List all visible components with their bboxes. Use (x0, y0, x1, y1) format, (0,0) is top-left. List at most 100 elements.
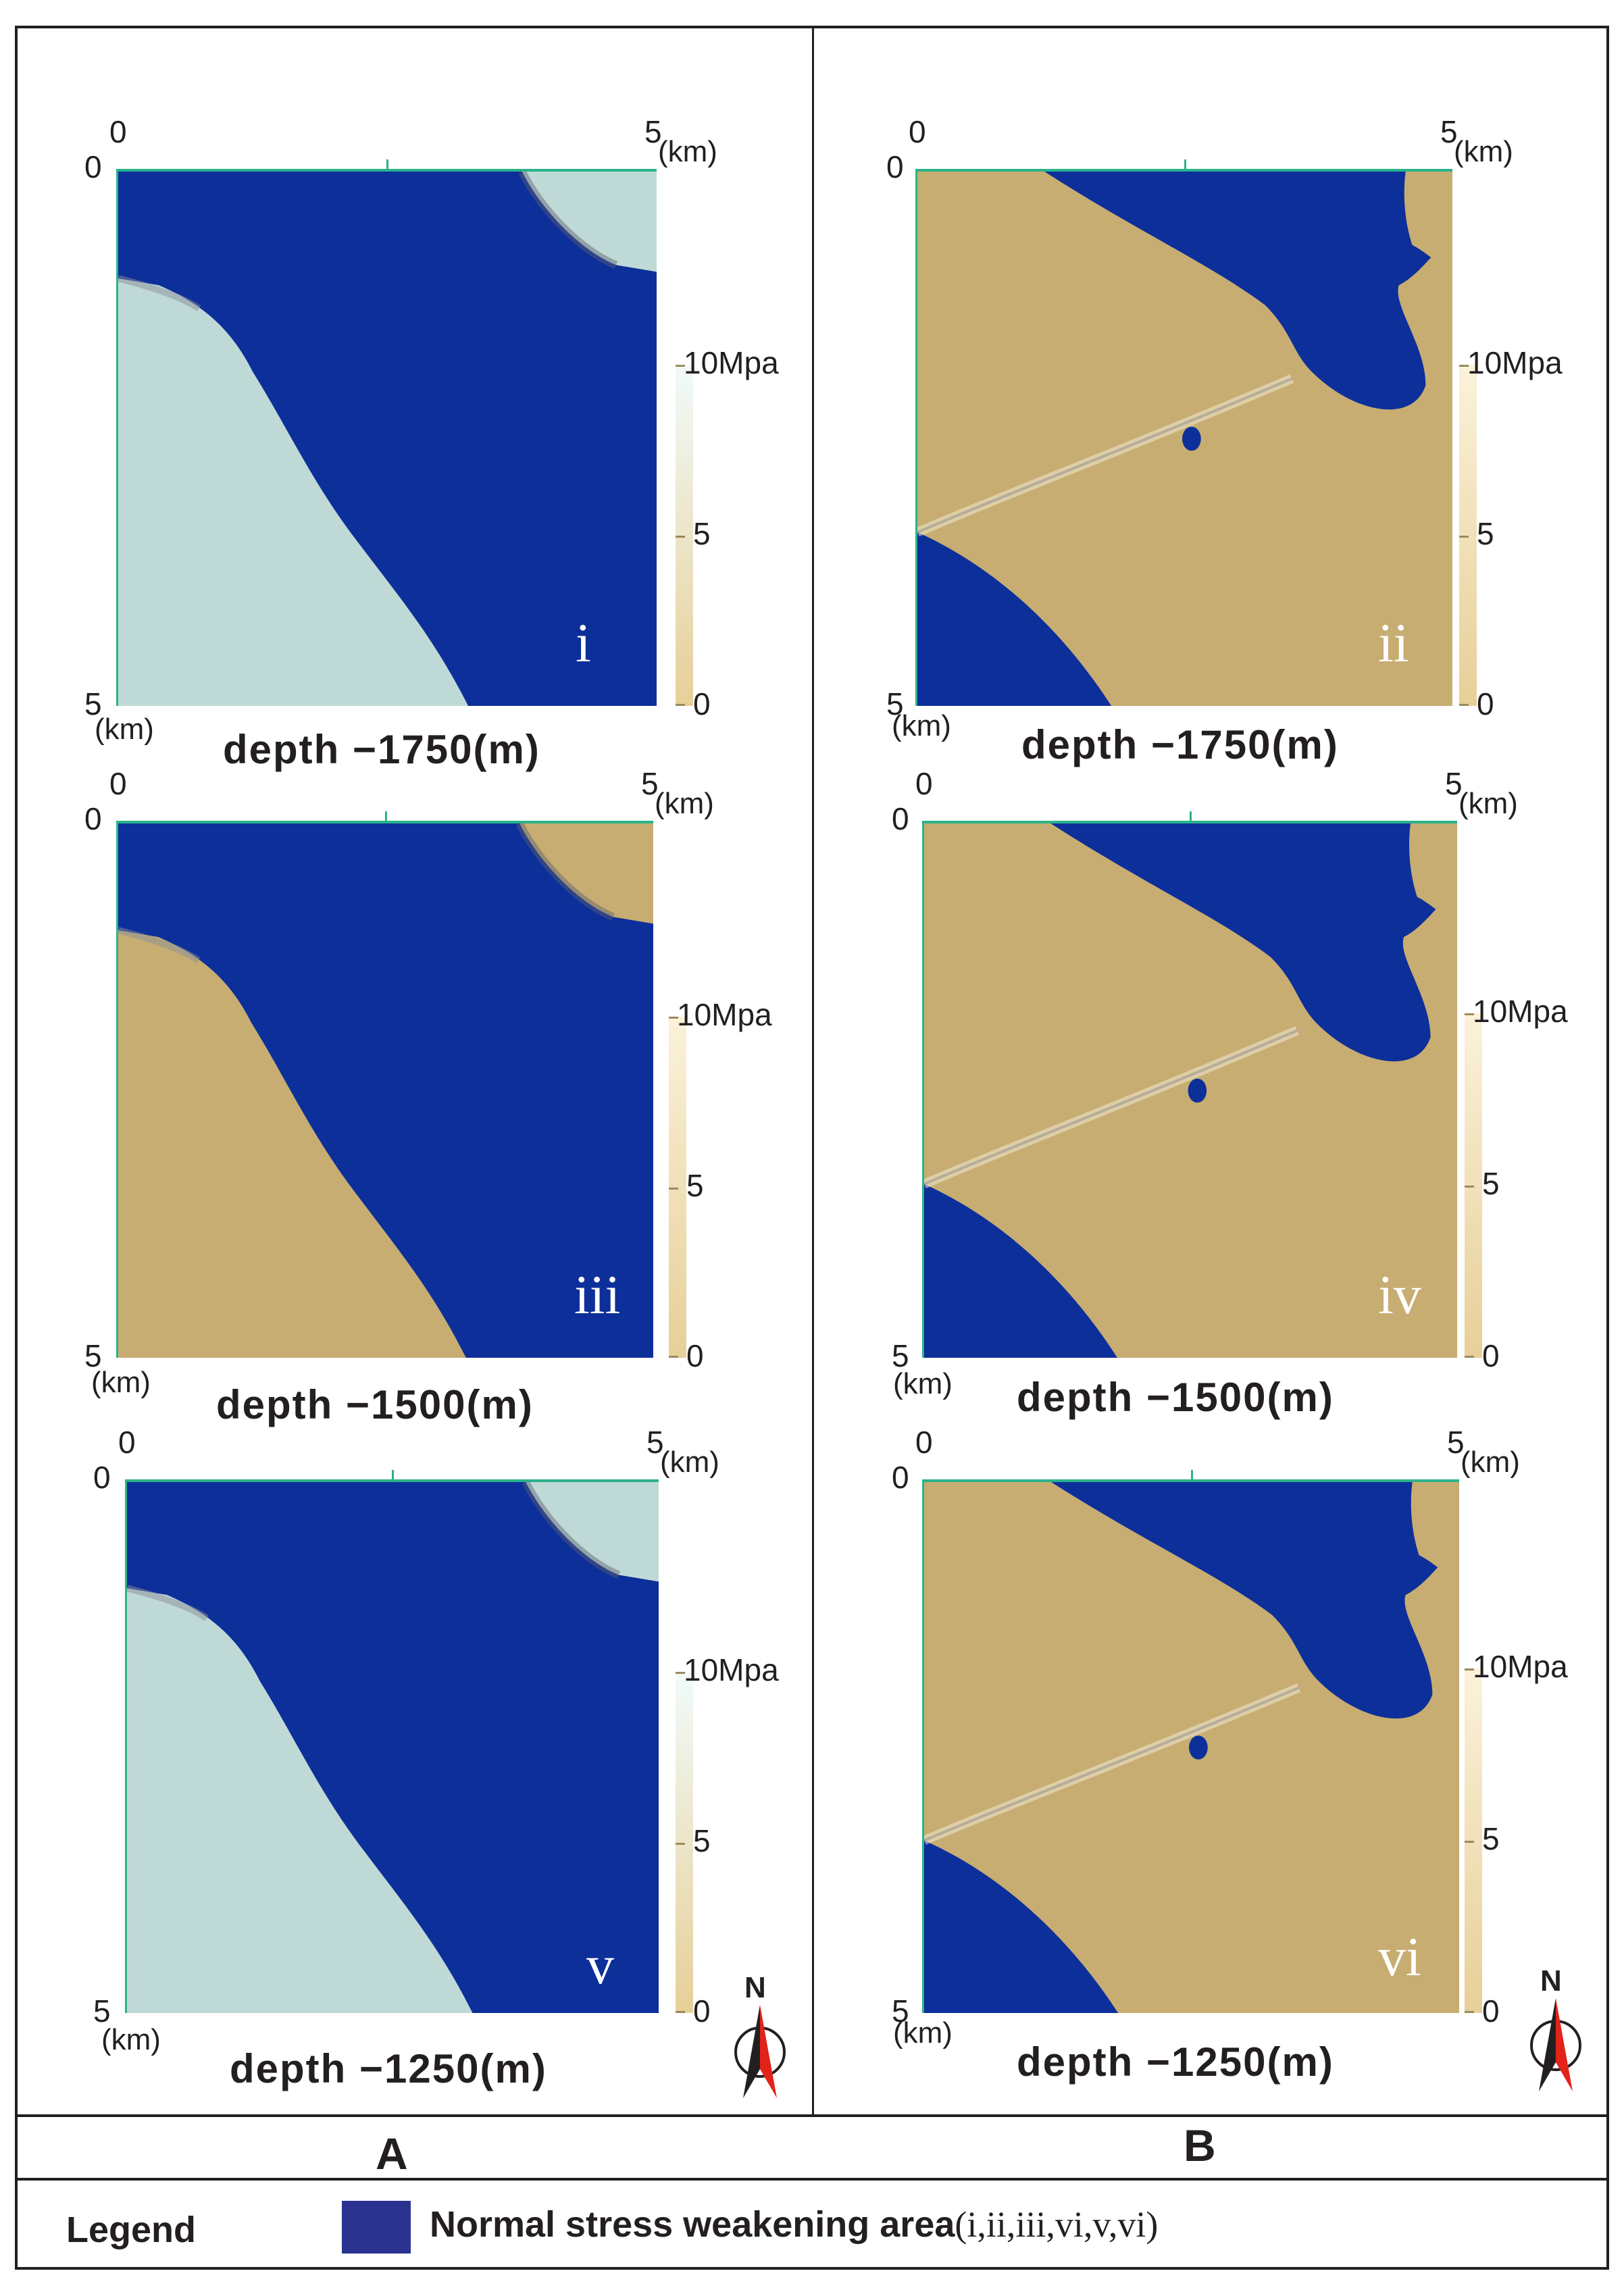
y-axis-end-label: 5 (886, 686, 904, 721)
y-axis-start-label: 0 (84, 149, 102, 184)
colorbar-tick-mid (1465, 1841, 1474, 1843)
y-axis-unit: (km) (101, 2023, 161, 2056)
colorbar-min-label: 0 (1482, 1993, 1500, 2029)
panel-label: v (586, 1934, 614, 1995)
panel-label: iv (1378, 1264, 1421, 1325)
stress-map-iii (116, 821, 653, 1358)
north-arrow-icon: N (1525, 1964, 1586, 2091)
panel-label: vi (1378, 1926, 1421, 1987)
x-axis-mid-tick (392, 1470, 394, 1479)
colorbar-mid-label: 5 (693, 515, 711, 551)
colorbar-tick-bottom (676, 704, 685, 706)
y-axis-unit: (km) (893, 2016, 953, 2049)
y-axis-end-label: 5 (84, 1338, 102, 1373)
colorbar-mid-label: 5 (693, 1823, 711, 1858)
panel-label: ii (1378, 612, 1409, 673)
y-axis-unit: (km) (91, 1366, 151, 1399)
colorbar-min-label: 0 (693, 686, 711, 721)
x-axis-unit: (km) (660, 1446, 719, 1479)
x-axis-mid-tick (384, 811, 387, 821)
colorbar-tick-mid (676, 535, 685, 538)
x-axis-mid-tick (1190, 1470, 1193, 1479)
colorbar-mid-label: 5 (1482, 1166, 1500, 1201)
north-label: N (744, 1971, 766, 2004)
y-axis-start-label: 0 (93, 1460, 111, 1495)
colorbar-tick-top (1465, 1013, 1474, 1015)
legend-item-text: Normal stress weakening area(i,ii,iii,vi… (430, 2204, 1158, 2245)
panel-label: iii (574, 1264, 621, 1325)
y-axis-unit: (km) (892, 709, 951, 742)
x-axis-end-label: 5 (1447, 1425, 1465, 1460)
stress-map-vi (922, 1479, 1459, 2013)
colorbar-tick-bottom (1465, 2011, 1474, 2013)
column-label-divider (15, 2114, 1609, 2117)
colorbar-tick-top (669, 1017, 678, 1019)
stress-map-ii (915, 169, 1452, 706)
colorbar-tick-top (1465, 1669, 1474, 1671)
x-axis-end-label: 5 (1440, 114, 1458, 149)
stress-map-v (125, 1479, 659, 2013)
legend-divider (15, 2178, 1609, 2181)
depth-caption: depth −1500(m) (216, 1382, 534, 1427)
colorbar-max-label: 10Mpa (1467, 345, 1563, 380)
column-label-b: B (1184, 2120, 1216, 2170)
y-axis-end-label: 5 (93, 1993, 111, 2029)
stress-map-i (116, 169, 657, 706)
depth-caption: depth −1250(m) (1017, 2039, 1334, 2085)
column-divider (812, 26, 814, 2116)
depth-caption: depth −1500(m) (1017, 1375, 1334, 1420)
x-axis-start-label: 0 (915, 766, 933, 801)
colorbar-min-label: 0 (693, 1993, 711, 2029)
x-axis-unit: (km) (1458, 787, 1518, 820)
legend-item-suffix: (i,ii,iii,vi,v,vi) (955, 2204, 1159, 2245)
y-axis-end-label: 5 (892, 1338, 909, 1373)
column-label-a: A (376, 2129, 408, 2179)
colorbar-mid-label: 5 (686, 1167, 704, 1203)
x-axis-end-label: 5 (1445, 766, 1463, 801)
y-axis-unit: (km) (95, 713, 154, 746)
y-axis-start-label: 0 (892, 801, 909, 836)
colorbar-max-label: 10Mpa (684, 1652, 779, 1687)
y-axis-start-label: 0 (84, 801, 102, 836)
x-axis-mid-tick (1184, 159, 1186, 169)
y-axis-start-label: 0 (892, 1460, 909, 1495)
depth-caption: depth −1250(m) (230, 2046, 547, 2091)
x-axis-start-label: 0 (118, 1425, 136, 1460)
x-axis-end-label: 5 (641, 766, 659, 801)
stress-map-iv (922, 821, 1457, 1358)
x-axis-unit: (km) (1461, 1446, 1520, 1479)
y-axis-unit: (km) (893, 1367, 953, 1400)
x-axis-start-label: 0 (909, 114, 926, 149)
legend-title: Legend (66, 2210, 197, 2250)
x-axis-unit: (km) (655, 787, 714, 820)
colorbar-max-label: 10Mpa (1473, 1649, 1568, 1684)
x-axis-start-label: 0 (109, 766, 127, 801)
y-axis-end-label: 5 (84, 686, 102, 721)
colorbar-tick-mid (1465, 1186, 1474, 1188)
colorbar-tick-top (1459, 365, 1469, 367)
colorbar-mid-label: 5 (1477, 515, 1494, 551)
colorbar-tick-mid (669, 1187, 678, 1190)
colorbar-tick-mid (1459, 535, 1469, 538)
colorbar-tick-mid (676, 1842, 685, 1845)
north-label: N (1540, 1964, 1562, 1997)
x-axis-end-label: 5 (644, 114, 662, 149)
depth-caption: depth −1750(m) (223, 727, 540, 772)
compass-icon (734, 2005, 786, 2098)
colorbar-tick-bottom (669, 1356, 678, 1358)
colorbar-tick-bottom (1459, 704, 1469, 706)
legend-item-label: Normal stress weakening area (430, 2204, 955, 2245)
x-axis-end-label: 5 (646, 1425, 664, 1460)
colorbar-max-label: 10Mpa (677, 997, 772, 1032)
north-arrow-icon: N (730, 1971, 790, 2098)
colorbar-max-label: 10Mpa (684, 345, 779, 380)
x-axis-start-label: 0 (915, 1425, 933, 1460)
compass-icon (1530, 1998, 1581, 2091)
y-axis-end-label: 5 (892, 1993, 909, 2029)
colorbar-min-label: 0 (1477, 686, 1494, 721)
colorbar-tick-top (676, 1672, 685, 1674)
depth-caption: depth −1750(m) (1021, 722, 1339, 767)
x-axis-mid-tick (1190, 811, 1192, 821)
colorbar-tick-bottom (1465, 1356, 1474, 1358)
x-axis-start-label: 0 (109, 114, 127, 149)
